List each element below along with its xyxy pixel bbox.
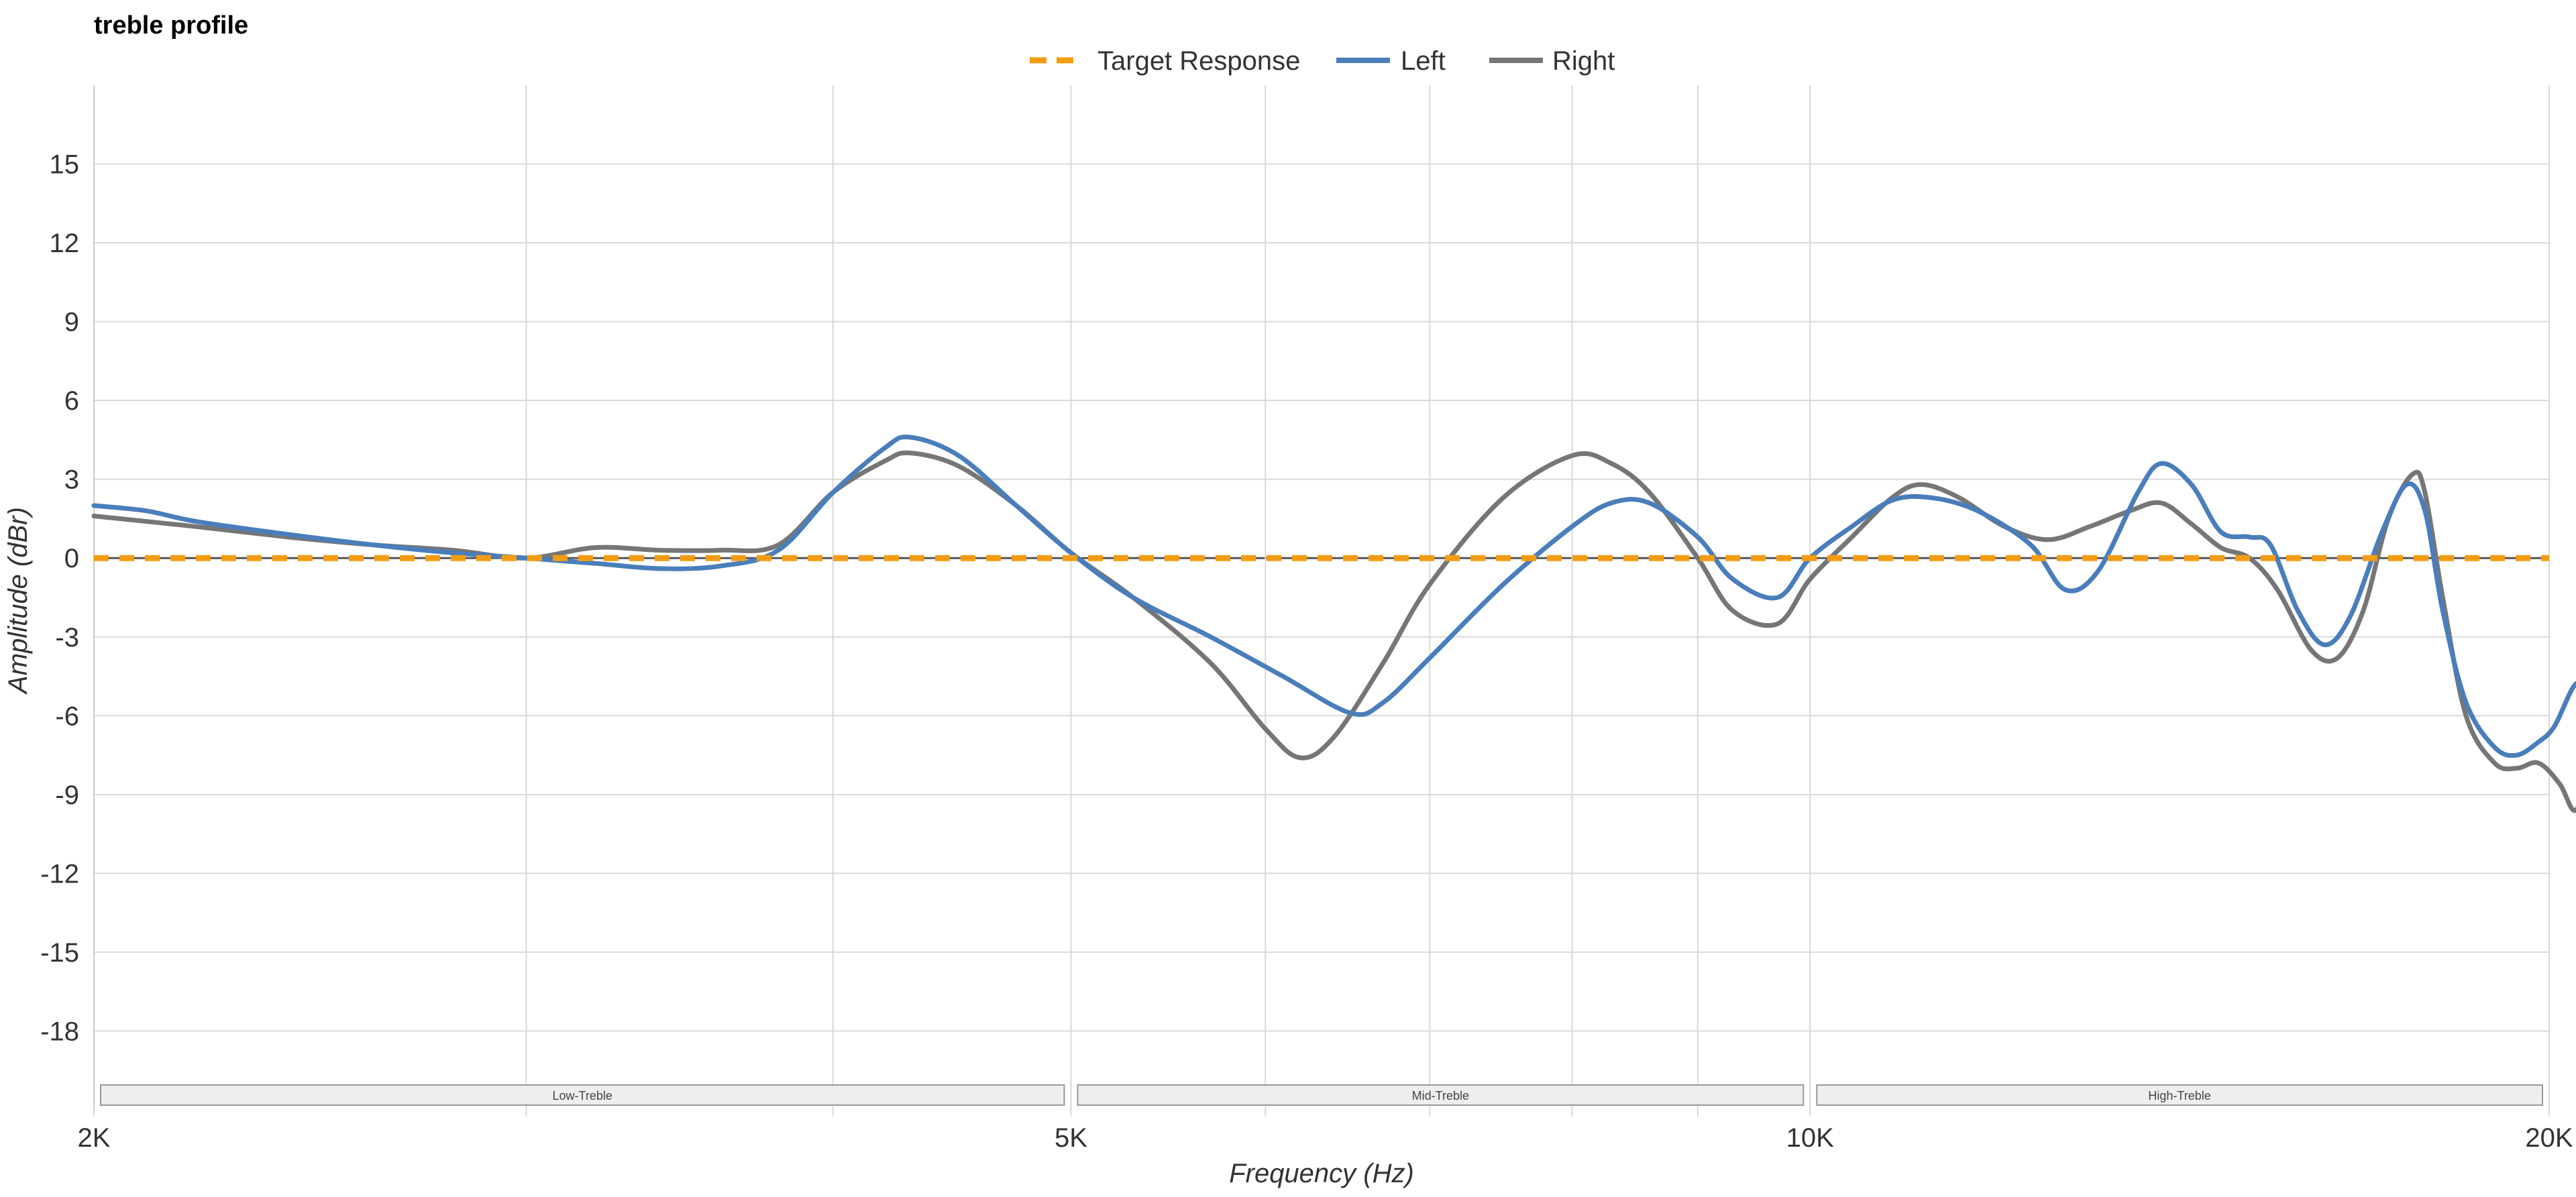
legend-label-right: Right (1552, 46, 1615, 76)
y-tick-label: 6 (64, 386, 79, 416)
grid (93, 85, 2550, 1117)
x-tick-label: 10K (1786, 1123, 1834, 1153)
series-lines (91, 435, 2576, 813)
y-tick-label: -3 (55, 623, 79, 652)
y-tick-label: -9 (55, 781, 79, 810)
y-axis-title: Amplitude (dBr) (3, 507, 33, 695)
chart-title: treble profile (94, 11, 248, 40)
band-low-treble (100, 1084, 1065, 1106)
series-line-left (91, 435, 2576, 758)
y-tick-label: 0 (64, 544, 79, 573)
band-label-low-treble: Low-Treble (553, 1089, 612, 1102)
y-tick-label: 15 (50, 150, 80, 180)
x-tick-label: 20K (2525, 1123, 2573, 1153)
y-axis-ticks: 15 12 9 6 3 0 -3 -6 -9 -12 -15 -18 (40, 150, 79, 1047)
band-label-high-treble: High-Treble (2148, 1089, 2210, 1102)
frequency-bands: Low-Treble Mid-Treble High-Treble (100, 1084, 2543, 1106)
band-high-treble (1816, 1084, 2543, 1106)
legend: Target Response Left Right (1030, 46, 1615, 76)
band-mid-treble (1077, 1084, 1805, 1106)
legend-label-target-response: Target Response (1097, 46, 1300, 76)
x-axis-ticks: 2K 5K 10K 20K (78, 1123, 2573, 1153)
x-tick-label: 2K (78, 1123, 111, 1153)
y-tick-label: 3 (64, 465, 79, 495)
y-tick-label: 12 (50, 229, 80, 258)
x-axis-title: Frequency (Hz) (1229, 1159, 1414, 1188)
y-tick-label: -6 (55, 701, 79, 731)
y-tick-label: -15 (40, 938, 79, 968)
legend-label-left: Left (1401, 46, 1446, 76)
y-tick-label: -12 (40, 859, 79, 889)
y-tick-label: -18 (40, 1017, 79, 1046)
x-tick-label: 5K (1055, 1123, 1087, 1153)
y-tick-label: 9 (64, 308, 79, 337)
band-label-mid-treble: Mid-Treble (1412, 1089, 1469, 1102)
series-line-right (91, 450, 2576, 813)
